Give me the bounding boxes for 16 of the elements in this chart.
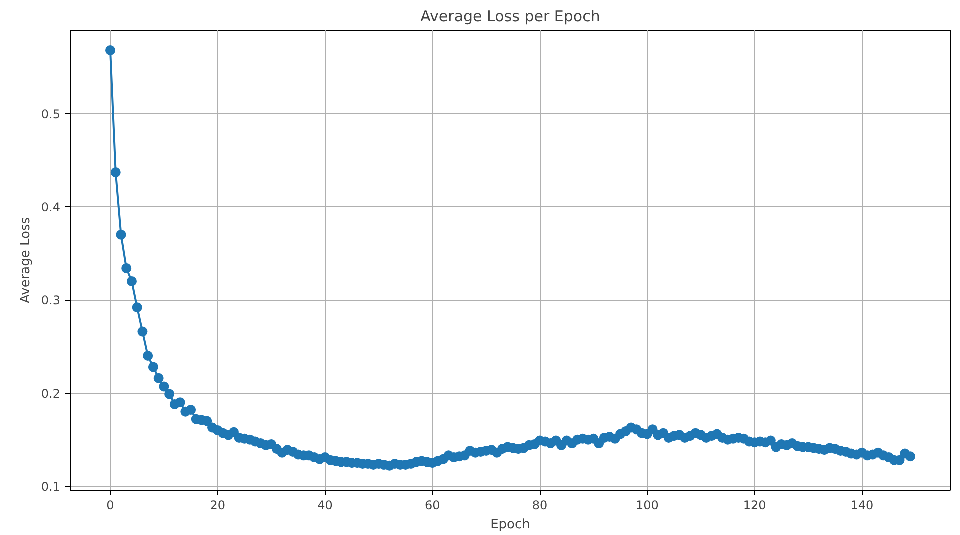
y-tick-label: 0.5 — [41, 107, 61, 122]
x-tick-label: 120 — [743, 498, 766, 512]
y-axis-title: Average Loss — [18, 217, 34, 304]
x-tick-label: 60 — [425, 498, 440, 512]
x-axis-title: Epoch — [490, 518, 530, 532]
y-tick-label: 0.2 — [41, 386, 61, 401]
y-tick-label: 0.4 — [41, 200, 61, 214]
chart-title: Average Loss per Epoch — [420, 8, 600, 26]
x-tick-label: 20 — [210, 498, 226, 512]
x-tick-label: 0 — [106, 498, 114, 512]
x-tick-label: 40 — [318, 498, 333, 512]
y-tick-label: 0.3 — [41, 294, 61, 308]
x-tick-label: 100 — [636, 498, 659, 512]
x-tick-label: 80 — [532, 498, 548, 512]
y-tick-label: 0.1 — [41, 480, 61, 494]
x-tick-label: 140 — [850, 498, 874, 512]
